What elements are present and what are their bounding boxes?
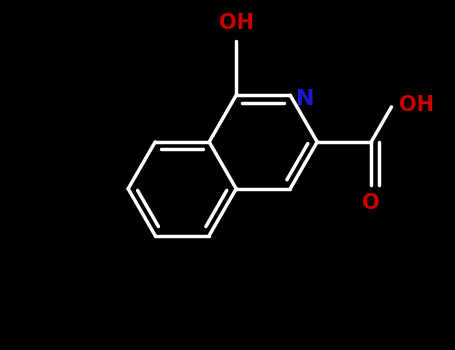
Text: O: O (362, 193, 380, 213)
Text: OH: OH (399, 95, 434, 115)
Text: OH: OH (219, 13, 254, 34)
Text: N: N (296, 89, 314, 109)
